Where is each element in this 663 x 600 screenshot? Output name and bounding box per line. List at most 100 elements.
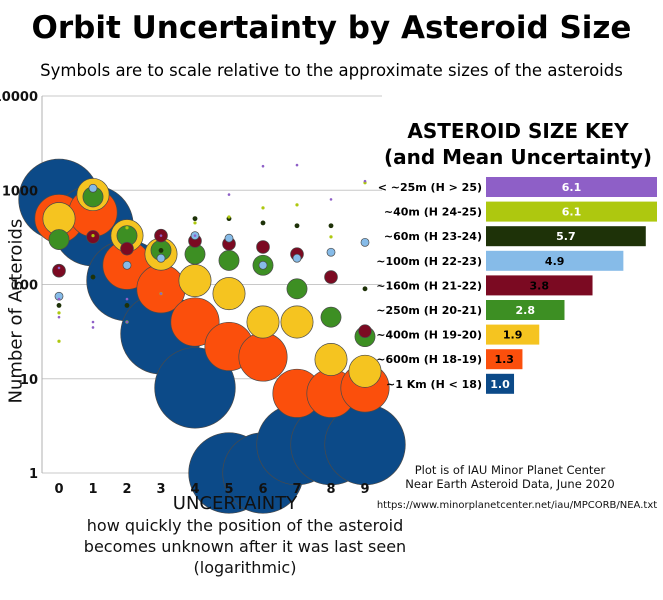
- data-point: [158, 247, 164, 253]
- source-note: Plot is of IAU Minor Planet Center Near …: [395, 463, 625, 491]
- data-point: [125, 320, 129, 324]
- size-key-label: ~250m (H 20-21): [376, 304, 482, 317]
- x-tick-label: 6: [258, 482, 267, 497]
- data-point: [261, 206, 265, 210]
- size-key-value: 5.7: [556, 230, 576, 243]
- data-point: [48, 229, 70, 250]
- data-point: [320, 306, 342, 328]
- data-point: [314, 343, 348, 376]
- size-key-label: ~60m (H 23-24): [384, 230, 482, 243]
- data-point: [218, 250, 240, 271]
- data-point: [329, 198, 333, 201]
- size-key-value: 3.8: [530, 279, 550, 292]
- y-tick-label: 1: [29, 467, 38, 482]
- data-point: [292, 253, 302, 263]
- data-point: [227, 193, 231, 196]
- data-point: [294, 223, 300, 229]
- y-axis-label: Number of Asteroids: [5, 218, 26, 404]
- data-point: [125, 226, 129, 230]
- data-point: [280, 305, 314, 339]
- x-tick-label: 7: [292, 482, 301, 497]
- x-tick-label: 8: [326, 482, 335, 497]
- size-key-title-line2: (and Mean Uncertainty): [384, 145, 652, 169]
- source-url: https://www.minorplanetcenter.net/iau/MP…: [376, 500, 658, 511]
- data-point: [90, 274, 96, 280]
- size-key-bar: [486, 300, 565, 320]
- data-point: [261, 164, 265, 168]
- data-point: [258, 260, 268, 270]
- size-key-bars: < ~25m (H > 25) 6.1 ~40m (H 24-25) 6.1 ~60m …: [376, 177, 657, 394]
- size-key-bar: [486, 177, 657, 197]
- size-key-value: 6.1: [562, 181, 582, 194]
- size-key-bar: [486, 250, 624, 271]
- data-point: [238, 332, 288, 382]
- size-key-title: ASTEROID SIZE KEY (and Mean Uncertainty): [378, 118, 658, 170]
- x-axis-description-line: how quickly the position of the asteroid: [86, 516, 404, 535]
- size-key-value: 1.9: [503, 329, 523, 342]
- chart-title: Orbit Uncertainty by Asteroid Size: [31, 10, 632, 46]
- x-axis-title: UNCERTAINTY: [172, 493, 298, 514]
- data-point: [57, 315, 61, 319]
- data-point: [170, 297, 220, 347]
- data-point: [227, 215, 231, 219]
- data-point: [212, 277, 246, 311]
- data-point: [159, 292, 163, 295]
- data-point: [358, 324, 372, 338]
- source-note-line1: Plot is of IAU Minor Planet Center: [414, 463, 606, 477]
- size-key-value: 4.9: [545, 255, 565, 268]
- data-point: [295, 203, 299, 207]
- data-point: [122, 260, 132, 270]
- data-point: [91, 320, 95, 324]
- size-key-label: ~40m (H 24-25): [384, 206, 482, 219]
- chart-subtitle: Symbols are to scale relative to the app…: [40, 61, 623, 80]
- data-point: [156, 253, 166, 263]
- data-point: [52, 263, 66, 278]
- data-point: [260, 220, 266, 226]
- x-tick-label: 1: [88, 482, 97, 497]
- data-point: [295, 163, 299, 167]
- data-point: [360, 237, 370, 247]
- data-point: [324, 270, 338, 284]
- x-tick-label: 5: [224, 482, 233, 497]
- x-tick-label: 4: [190, 482, 199, 497]
- data-point: [193, 221, 197, 225]
- size-key-label: ~100m (H 22-23): [376, 255, 482, 268]
- data-point: [326, 247, 336, 257]
- data-point: [348, 354, 382, 388]
- data-point: [91, 326, 95, 329]
- source-note-line2: Near Earth Asteroid Data, June 2020: [405, 477, 615, 491]
- data-point: [57, 311, 61, 315]
- data-point: [57, 339, 61, 343]
- data-point: [224, 233, 234, 243]
- size-key-bar: [486, 226, 646, 247]
- data-point: [363, 179, 367, 183]
- data-point: [125, 297, 129, 301]
- data-point: [286, 278, 308, 300]
- x-axis-description-line: (logarithmic): [193, 558, 297, 577]
- size-key-label: ~400m (H 19-20): [376, 329, 482, 342]
- size-key-bar: [486, 349, 523, 370]
- size-key-value: 1.3: [494, 353, 514, 366]
- y-tick-label: 1000: [2, 184, 38, 199]
- size-key-bar: [486, 324, 540, 345]
- x-tick-label: 3: [156, 482, 165, 497]
- size-key-label: ~160m (H 21-22): [376, 279, 482, 292]
- data-point: [57, 266, 61, 270]
- y-tick-label: 100: [11, 279, 38, 294]
- x-tick-label: 2: [122, 482, 131, 497]
- data-point: [124, 302, 130, 308]
- data-point: [246, 305, 280, 339]
- x-tick-label: 9: [360, 482, 369, 497]
- size-key-bar: [486, 275, 593, 296]
- x-axis-description-line: becomes unknown after it was last seen: [83, 537, 407, 556]
- size-key-value: 2.8: [515, 304, 535, 317]
- size-key-bar: [486, 373, 515, 394]
- size-key-value: 1.0: [490, 378, 510, 391]
- size-key-label: ~600m (H 18-19): [376, 353, 482, 366]
- size-key-label: ~1 Km (H < 18): [386, 378, 482, 391]
- x-tick-label: 0: [54, 482, 63, 497]
- data-point: [193, 234, 197, 237]
